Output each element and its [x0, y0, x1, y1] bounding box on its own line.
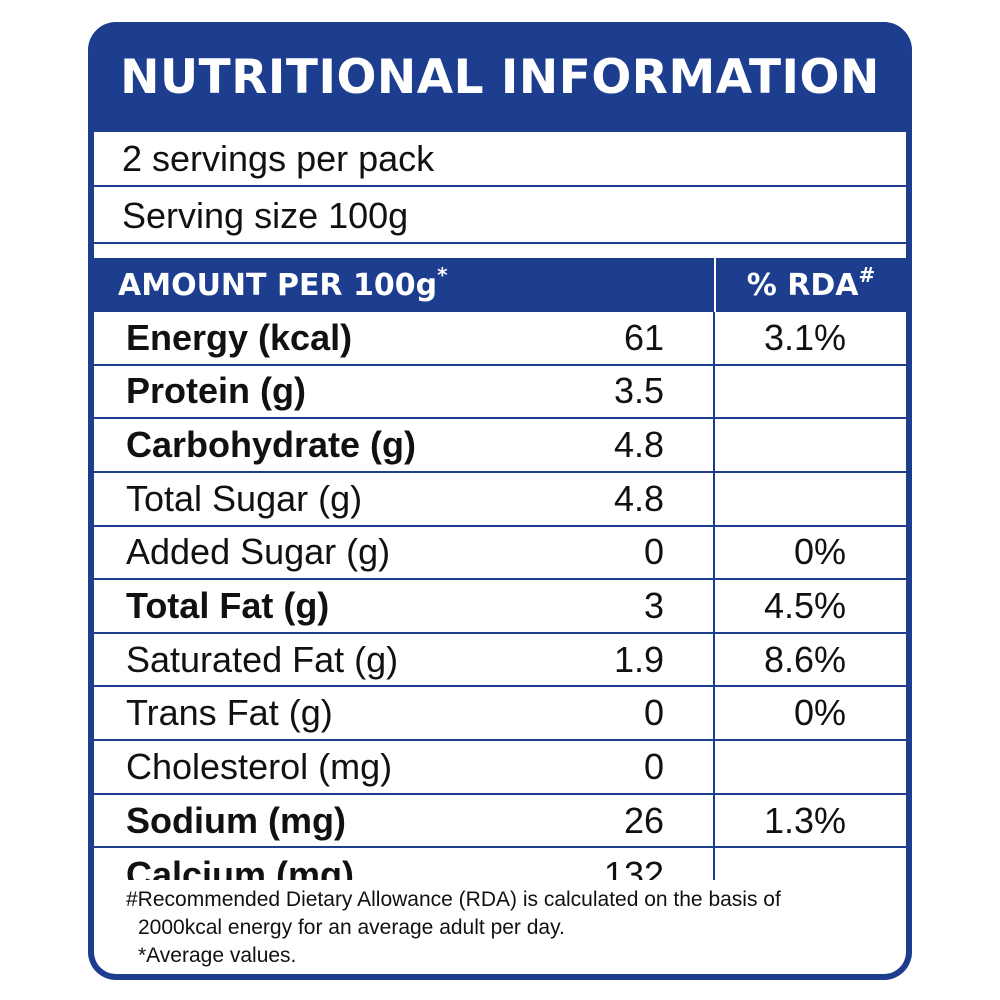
- nutrient-rda: 4.5%: [763, 584, 846, 626]
- nutrient-rda: 0%: [793, 692, 846, 734]
- nutrient-value: 0: [643, 745, 664, 787]
- table-row: Cholesterol (mg) 0: [94, 741, 906, 795]
- amount-header-label: AMOUNT PER 100g: [118, 267, 438, 303]
- rda-header-label: % RDA: [746, 267, 859, 303]
- nutrient-label: Energy (kcal): [126, 316, 353, 358]
- nutrient-label: Carbohydrate (g): [126, 424, 417, 466]
- nutrient-label: Added Sugar (g): [126, 531, 391, 573]
- nutrient-rda: 1.3%: [763, 799, 846, 841]
- table-row: Saturated Fat (g) 1.9 8.6%: [94, 634, 906, 688]
- footnote-average: *Average values.: [138, 944, 297, 967]
- nutrient-value: 4.8: [613, 477, 664, 519]
- nutrient-value: 3.5: [613, 370, 664, 412]
- nutrient-label: Total Fat (g): [126, 584, 330, 626]
- panel-title: NUTRITIONAL INFORMATION: [120, 49, 880, 105]
- nutrient-value: 26: [623, 799, 664, 841]
- nutrient-value: 4.8: [613, 424, 664, 466]
- amount-header: AMOUNT PER 100g *: [118, 258, 448, 312]
- nutrient-rda: 3.1%: [763, 316, 846, 358]
- nutrient-label: Protein (g): [126, 370, 306, 412]
- table-row: Protein (g) 3.5: [94, 366, 906, 420]
- nutrient-label: Trans Fat (g): [126, 692, 333, 734]
- rda-header: % RDA #: [714, 258, 906, 312]
- nutrient-value: 3: [643, 584, 664, 626]
- footnote-rda-line1: #Recommended Dietary Allowance (RDA) is …: [126, 888, 781, 911]
- column-divider: [713, 312, 715, 902]
- footnotes: #Recommended Dietary Allowance (RDA) is …: [94, 880, 906, 974]
- nutrient-rda: [714, 473, 846, 525]
- footnote-rda-line2: 2000kcal energy for an average adult per…: [138, 916, 565, 939]
- nutrient-label: Sodium (mg): [126, 799, 346, 841]
- nutrient-value: 0: [643, 692, 664, 734]
- nutrient-rda: 8.6%: [763, 638, 846, 680]
- nutrient-label: Cholesterol (mg): [126, 745, 393, 787]
- table-header: AMOUNT PER 100g * % RDA #: [94, 258, 906, 312]
- table-row: Carbohydrate (g) 4.8: [94, 419, 906, 473]
- rda-header-mark: #: [858, 263, 876, 287]
- table-row: Trans Fat (g) 0 0%: [94, 687, 906, 742]
- nutrient-rows: Energy (kcal) 61 3.1% Protein (g) 3.5 Carbohy…: [94, 312, 906, 902]
- table-row: Added Sugar (g) 0 0%: [94, 527, 906, 581]
- serving-size: Serving size 100g: [94, 189, 906, 244]
- nutrient-value: 0: [643, 531, 664, 573]
- nutrient-rda: [714, 366, 846, 418]
- nutrient-rda: 0%: [793, 531, 846, 573]
- amount-header-mark: *: [437, 263, 448, 287]
- nutrient-value: 1.9: [613, 638, 664, 680]
- nutrition-table: 2 servings per pack Serving size 100g AM…: [94, 132, 906, 902]
- nutrient-value: 61: [623, 316, 664, 358]
- nutrient-rda: [714, 741, 846, 793]
- table-row: Sodium (mg) 26 1.3%: [94, 795, 906, 849]
- nutrient-label: Saturated Fat (g): [126, 638, 399, 680]
- nutrient-label: Total Sugar (g): [126, 477, 363, 519]
- nutrition-panel: NUTRITIONAL INFORMATION 2 servings per p…: [88, 22, 912, 980]
- nutrient-rda: [714, 419, 846, 471]
- table-row: Total Fat (g) 3 4.5%: [94, 580, 906, 634]
- servings-per-pack: 2 servings per pack: [94, 132, 906, 187]
- table-row: Energy (kcal) 61 3.1%: [94, 312, 906, 366]
- table-row: Total Sugar (g) 4.8: [94, 473, 906, 527]
